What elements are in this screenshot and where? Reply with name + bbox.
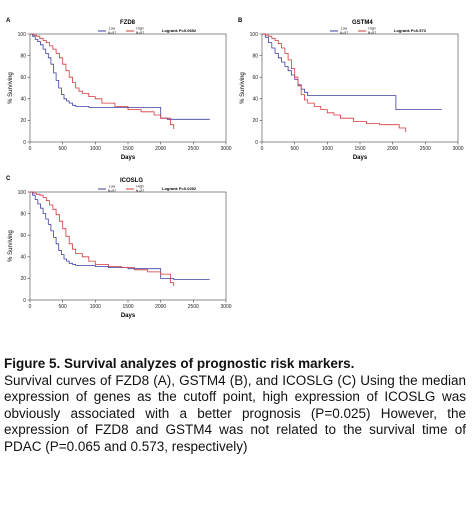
- x-tick-label: 1000: [322, 146, 333, 152]
- survival-curve-high: [30, 33, 175, 129]
- panel-letter: B: [238, 18, 243, 24]
- caption-body: Survival curves of FZD8 (A), GSTM4 (B), …: [4, 372, 466, 454]
- x-tick-label: 0: [29, 304, 32, 310]
- survival-curve-low: [30, 33, 210, 120]
- legend-label-low: Low: [341, 27, 348, 31]
- x-tick-label: 2500: [420, 146, 431, 152]
- x-tick-label: 500: [58, 304, 67, 310]
- chart-title: FZD8: [120, 20, 136, 26]
- y-tick-label: 60: [20, 75, 26, 81]
- x-axis-label: Days: [121, 313, 136, 319]
- y-tick-label: 20: [20, 118, 26, 124]
- plot-frame: [29, 191, 227, 301]
- x-tick-label: 500: [290, 146, 299, 152]
- panel-letter: C: [6, 176, 11, 182]
- survival-panel-b: B GSTM4 Low N=87 High N=87 Logrank P=0.573 0 20 4…: [232, 12, 468, 172]
- legend-label-high: High: [368, 27, 375, 31]
- y-tick-label: 100: [18, 190, 27, 196]
- legend-n-low: N=87: [108, 189, 117, 193]
- x-tick-label: 3000: [452, 146, 463, 152]
- x-tick-label: 1500: [354, 146, 365, 152]
- y-tick-label: 100: [18, 32, 27, 38]
- y-tick-label: 20: [252, 118, 258, 124]
- logrank-label: Logrank P=0.0252: [162, 186, 197, 191]
- y-tick-label: 20: [20, 276, 26, 282]
- x-axis-label: Days: [121, 155, 136, 161]
- logrank-label: Logrank P=0.0652: [162, 28, 197, 33]
- x-tick-label: 1000: [90, 304, 101, 310]
- chart-title: GSTM4: [352, 20, 373, 26]
- legend-label-low: Low: [109, 185, 116, 189]
- x-tick-label: 1500: [122, 146, 133, 152]
- x-tick-label: 0: [261, 146, 264, 152]
- legend-n-high: N=87: [368, 31, 377, 35]
- legend-n-high: N=87: [136, 31, 145, 35]
- legend-n-low: N=87: [340, 31, 349, 35]
- y-tick-label: 80: [20, 53, 26, 59]
- x-tick-label: 0: [29, 146, 32, 152]
- panel-letter: A: [6, 18, 11, 24]
- x-tick-label: 2500: [188, 146, 199, 152]
- x-tick-label: 500: [58, 146, 67, 152]
- y-tick-label: 40: [20, 97, 26, 103]
- x-tick-label: 1500: [122, 304, 133, 310]
- survival-curve-low: [262, 33, 442, 110]
- chart-title: ICOSLG: [120, 178, 143, 184]
- survival-curve-high: [30, 191, 175, 286]
- legend-n-low: N=87: [108, 31, 117, 35]
- legend-label-low: Low: [109, 27, 116, 31]
- logrank-label: Logrank P=0.573: [394, 28, 427, 33]
- survival-panel-a: A FZD8 Low N=87 High N=87 Logrank P=0.0652 0 20 4…: [0, 12, 236, 172]
- x-tick-label: 2000: [155, 304, 166, 310]
- survival-curve-high: [262, 33, 407, 133]
- y-tick-label: 40: [252, 97, 258, 103]
- y-axis-label: % Surviving: [8, 230, 14, 262]
- y-axis-label: % Surviving: [240, 72, 246, 104]
- y-axis-label: % Surviving: [8, 72, 14, 104]
- y-tick-label: 80: [252, 53, 258, 59]
- x-tick-label: 1000: [90, 146, 101, 152]
- x-tick-label: 2000: [387, 146, 398, 152]
- y-tick-label: 60: [20, 233, 26, 239]
- y-tick-label: 0: [255, 140, 258, 146]
- x-tick-label: 2000: [155, 146, 166, 152]
- x-tick-label: 2500: [188, 304, 199, 310]
- caption-title: Figure 5. Survival analyzes of prognosti…: [4, 356, 355, 371]
- y-tick-label: 100: [250, 32, 259, 38]
- survival-panel-c: C ICOSLG Low N=87 High N=87 Logrank P=0.0252 0 2…: [0, 170, 236, 330]
- legend-n-high: N=87: [136, 189, 145, 193]
- y-tick-label: 60: [252, 75, 258, 81]
- x-axis-label: Days: [353, 155, 368, 161]
- x-tick-label: 3000: [220, 304, 231, 310]
- legend-label-high: High: [136, 27, 143, 31]
- y-tick-label: 40: [20, 255, 26, 261]
- y-tick-label: 0: [23, 140, 26, 146]
- figure-caption: Figure 5. Survival analyzes of prognosti…: [4, 356, 466, 455]
- plot-frame: [261, 33, 459, 143]
- y-tick-label: 80: [20, 211, 26, 217]
- y-tick-label: 0: [23, 298, 26, 304]
- x-tick-label: 3000: [220, 146, 231, 152]
- legend-label-high: High: [136, 185, 143, 189]
